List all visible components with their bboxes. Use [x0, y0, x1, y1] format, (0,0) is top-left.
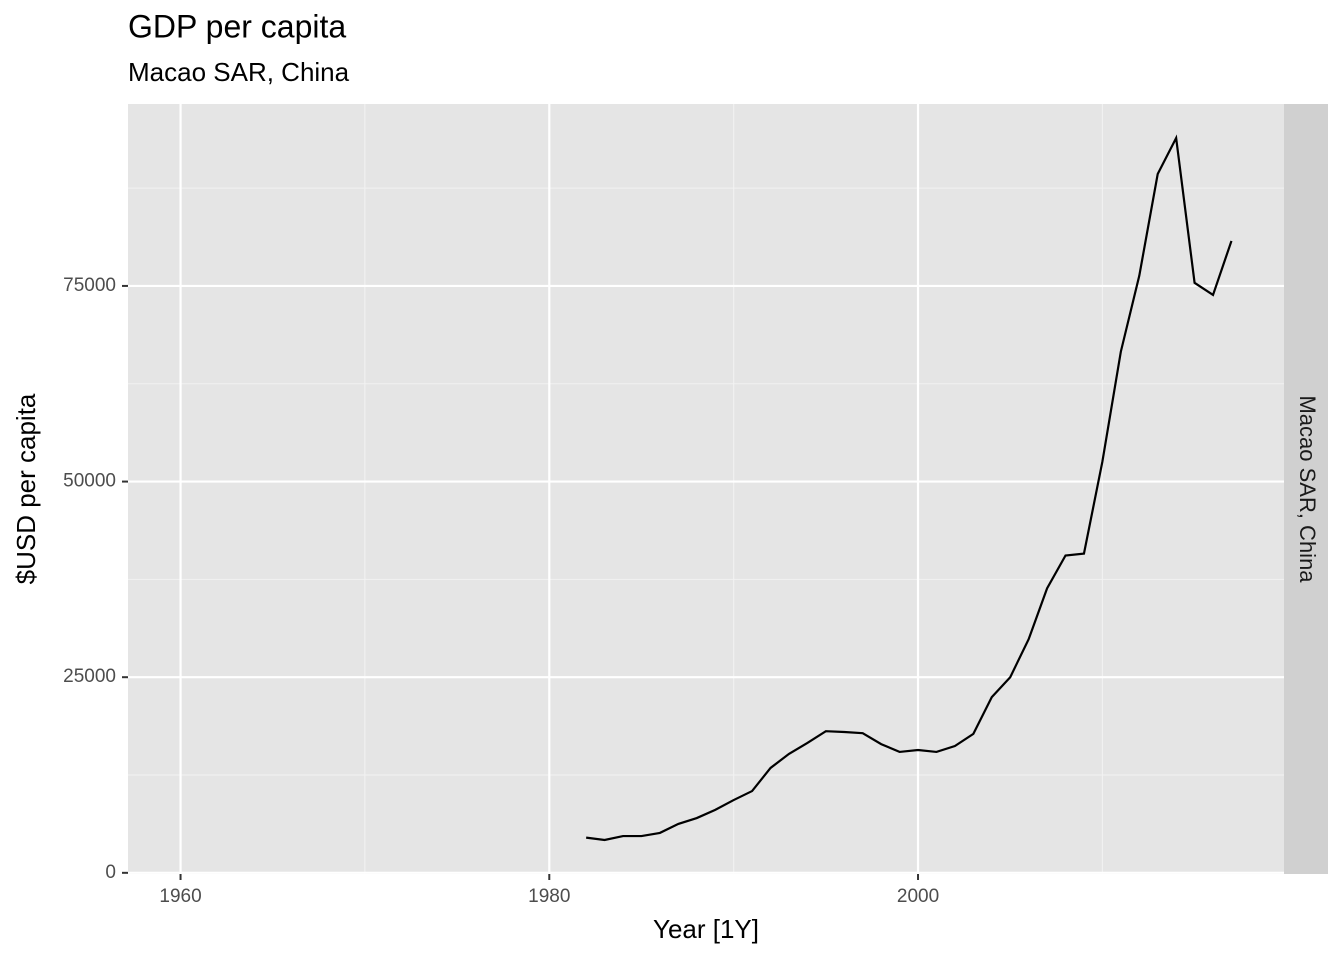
y-tick-label: 75000 [63, 275, 116, 296]
x-axis-label: Year [1Y] [653, 914, 759, 944]
y-tick-label: 50000 [63, 471, 116, 492]
y-tick-label: 0 [105, 862, 116, 883]
y-axis-label: $USD per capita [11, 393, 41, 584]
x-tick-label: 1980 [528, 886, 570, 907]
panel [128, 104, 1284, 874]
y-tick-label: 25000 [63, 666, 116, 687]
x-tick-label: 2000 [897, 886, 939, 907]
chart-title: GDP per capita [128, 8, 346, 44]
line [586, 134, 1233, 842]
chart-subtitle: Macao SAR, China [128, 57, 350, 87]
facet-label: Macao SAR, China [1295, 395, 1320, 583]
x-tick-label: 1960 [159, 886, 201, 907]
facet-strip [1284, 104, 1328, 874]
